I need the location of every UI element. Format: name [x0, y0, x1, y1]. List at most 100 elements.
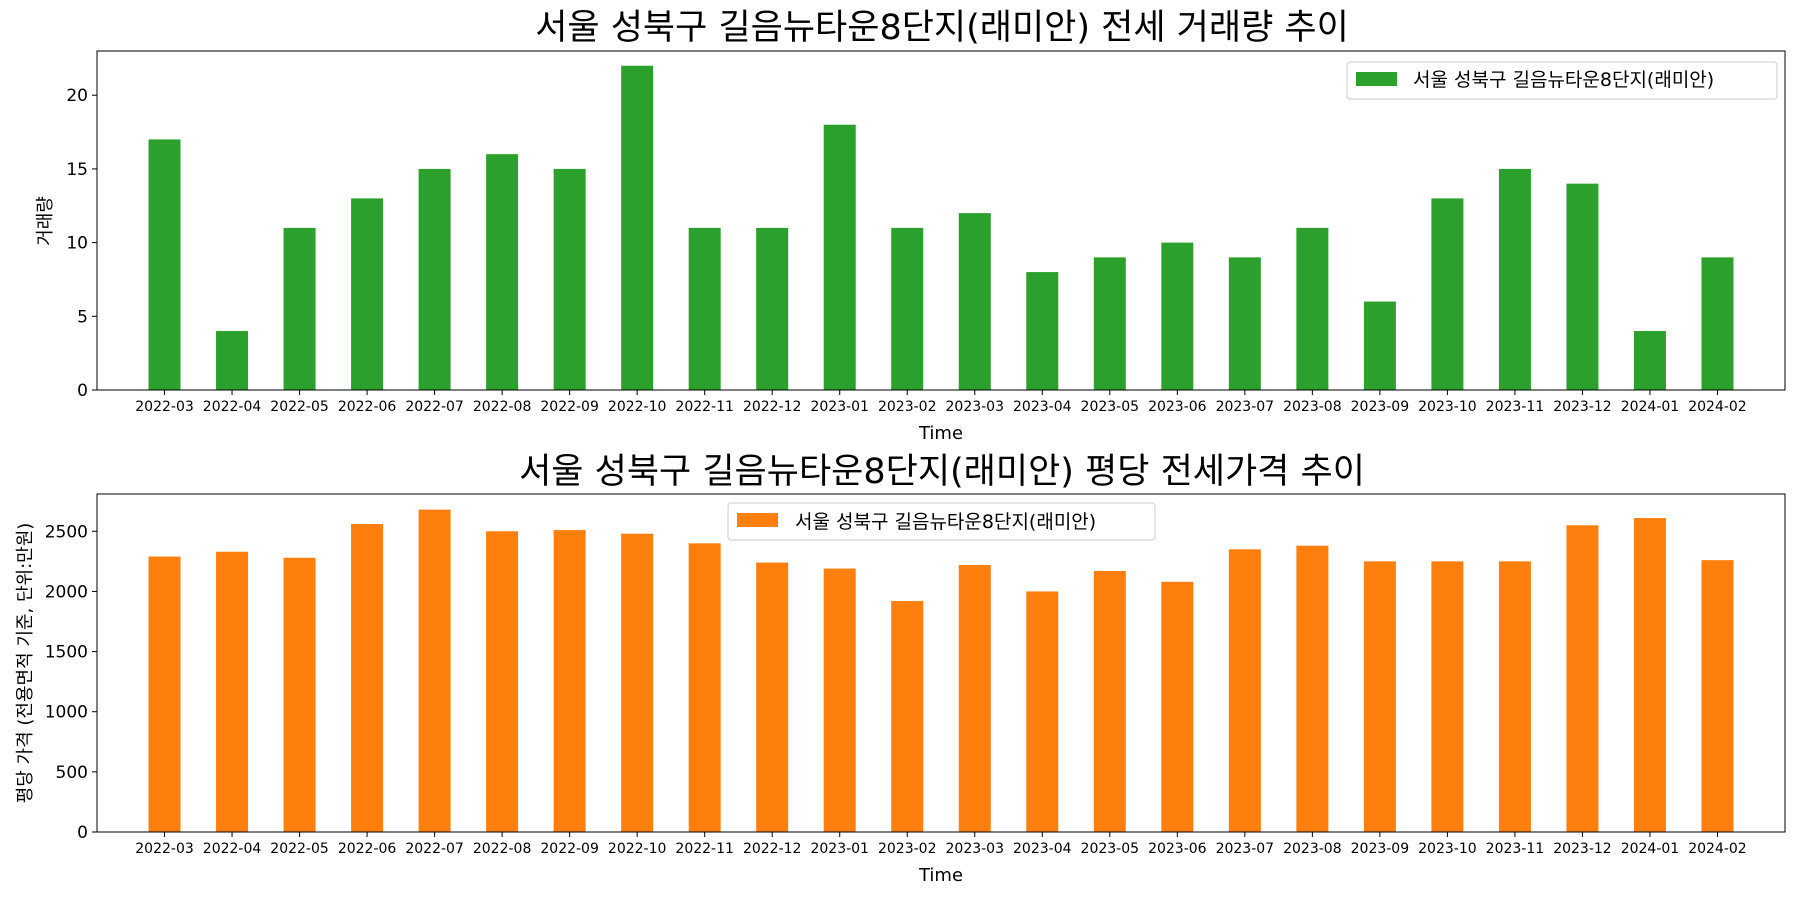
price-bar-2023-08 [1296, 545, 1329, 832]
volume-bar-2022-06 [351, 198, 384, 390]
price-bar-2023-10 [1431, 561, 1464, 832]
volume-x-tick-label: 2023-01 [810, 399, 869, 415]
price-x-tick-label: 2022-09 [540, 841, 599, 857]
volume-bar-2022-11 [688, 227, 721, 390]
price-bar-2022-07 [418, 509, 451, 832]
price-bar-2023-11 [1498, 561, 1531, 832]
price-bar-2023-02 [891, 601, 924, 832]
volume-y-tick-label: 20 [66, 86, 88, 106]
volume-bar-2023-10 [1431, 198, 1464, 390]
price-x-tick-label: 2022-08 [473, 841, 532, 857]
volume-x-tick-label: 2023-09 [1351, 399, 1410, 415]
volume-y-tick-label: 15 [66, 160, 88, 180]
volume-y-axis-label: 거래량 [35, 196, 56, 246]
price-y-tick-label: 2500 [45, 522, 88, 542]
price-x-tick-label: 2023-08 [1283, 841, 1342, 857]
price-bar-2023-06 [1161, 581, 1194, 832]
price-x-ticks: 2022-03 2022-04 2022-05 2022-06 2022-07 2022-… [135, 832, 1747, 857]
volume-x-tick-label: 2022-06 [338, 399, 397, 415]
volume-x-tick-label: 2022-12 [743, 399, 802, 415]
volume-y-tick-label: 0 [77, 381, 88, 401]
volume-bar-2023-02 [891, 227, 924, 390]
price-x-tick-label: 2023-02 [878, 841, 937, 857]
price-bar-2022-05 [283, 557, 316, 832]
volume-x-ticks: 2022-03 2022-04 2022-05 2022-06 2022-07 2022-… [135, 390, 1747, 415]
price-x-tick-label: 2024-02 [1688, 841, 1747, 857]
price-bar-2023-05 [1093, 570, 1126, 832]
volume-legend-label: 서울 성북구 길음뉴타운8단지(래미안) [1413, 69, 1714, 91]
price-bar-2023-09 [1363, 561, 1396, 832]
price-y-tick-label: 2000 [45, 582, 88, 602]
volume-bar-2023-03 [958, 213, 991, 390]
price-y-tick-label: 0 [77, 823, 88, 843]
volume-y-ticks: 0 5 10 15 20 [66, 86, 97, 401]
price-x-tick-label: 2024-01 [1621, 841, 1680, 857]
volume-chart: 서울 성북구 길음뉴타운8단지(래미안) 전세 거래량 추이 05101520 … [35, 8, 1786, 444]
volume-x-tick-label: 2023-12 [1553, 399, 1612, 415]
price-y-axis-label: 평당 가격 (전용면적 기준, 단위:만원) [15, 523, 36, 804]
price-x-tick-label: 2022-11 [675, 841, 734, 857]
volume-bar-2023-07 [1228, 257, 1261, 390]
price-x-tick-label: 2022-06 [338, 841, 397, 857]
price-x-tick-label: 2022-04 [203, 841, 262, 857]
price-legend-swatch [737, 513, 778, 527]
volume-x-tick-label: 2023-04 [1013, 399, 1072, 415]
price-bars [148, 509, 1734, 832]
volume-x-axis-label: Time [918, 423, 963, 444]
price-y-tick-label: 1000 [45, 703, 88, 723]
volume-bar-2022-04 [216, 331, 249, 390]
price-bar-2022-06 [351, 524, 384, 832]
price-bar-2024-01 [1633, 518, 1666, 832]
price-chart: 서울 성북구 길음뉴타운8단지(래미안) 평당 전세가격 추이 0 500 1000… [15, 452, 1786, 886]
price-bar-2024-02 [1701, 560, 1734, 832]
price-plot-frame [96, 493, 1786, 833]
volume-x-tick-label: 2022-05 [270, 399, 329, 415]
volume-legend-box [1346, 61, 1778, 100]
price-bar-2023-04 [1026, 591, 1059, 832]
price-x-tick-label: 2023-10 [1418, 841, 1477, 857]
price-x-tick-label: 2023-05 [1081, 841, 1140, 857]
volume-x-tick-label: 2023-05 [1081, 399, 1140, 415]
volume-x-tick-label: 2024-01 [1621, 399, 1680, 415]
volume-bar-2022-03 [148, 139, 181, 390]
price-bar-2023-12 [1566, 525, 1599, 832]
volume-bar-2022-12 [756, 227, 789, 390]
volume-plot-frame [96, 50, 1786, 391]
volume-x-tick-label: 2022-08 [473, 399, 532, 415]
price-x-axis-label: Time [918, 865, 963, 886]
price-chart-title: 서울 성북구 길음뉴타운8단지(래미안) 평당 전세가격 추이 [519, 452, 1365, 492]
volume-x-tick-label: 2022-04 [203, 399, 262, 415]
price-bar-2022-10 [621, 533, 654, 832]
volume-x-tick-label: 2023-03 [946, 399, 1005, 415]
volume-bar-2022-09 [553, 168, 586, 390]
price-x-tick-label: 2023-09 [1351, 841, 1410, 857]
price-bar-2023-07 [1228, 549, 1261, 832]
price-legend: 서울 성북구 길음뉴타운8단지(래미안) [727, 502, 1156, 541]
price-bar-2022-11 [688, 543, 721, 832]
price-legend-box [727, 502, 1156, 541]
price-x-tick-label: 2023-07 [1216, 841, 1275, 857]
volume-legend-swatch [1356, 72, 1397, 86]
price-bar-2023-03 [958, 564, 991, 832]
volume-bar-2023-05 [1093, 257, 1126, 390]
price-bar-2023-01 [823, 568, 856, 832]
price-y-ticks: 0 500 1000 1500 2000 2500 [45, 522, 97, 843]
volume-x-tick-label: 2023-08 [1283, 399, 1342, 415]
price-y-tick-label: 1500 [45, 643, 88, 663]
price-bar-2022-04 [216, 551, 249, 832]
volume-bar-2024-02 [1701, 257, 1734, 390]
volume-legend: 서울 성북구 길음뉴타운8단지(래미안) [1346, 61, 1778, 100]
volume-x-tick-label: 2023-06 [1148, 399, 1207, 415]
volume-bars [148, 65, 1734, 391]
price-x-tick-label: 2022-05 [270, 841, 329, 857]
volume-bar-2023-09 [1363, 301, 1396, 390]
price-x-tick-label: 2022-03 [135, 841, 194, 857]
price-bar-2022-03 [148, 556, 181, 832]
volume-bar-2023-04 [1026, 272, 1059, 390]
price-x-tick-label: 2023-06 [1148, 841, 1207, 857]
volume-bar-2023-06 [1161, 242, 1194, 390]
volume-x-tick-label: 2022-09 [540, 399, 599, 415]
price-x-tick-label: 2022-07 [405, 841, 464, 857]
price-x-tick-label: 2023-03 [946, 841, 1005, 857]
